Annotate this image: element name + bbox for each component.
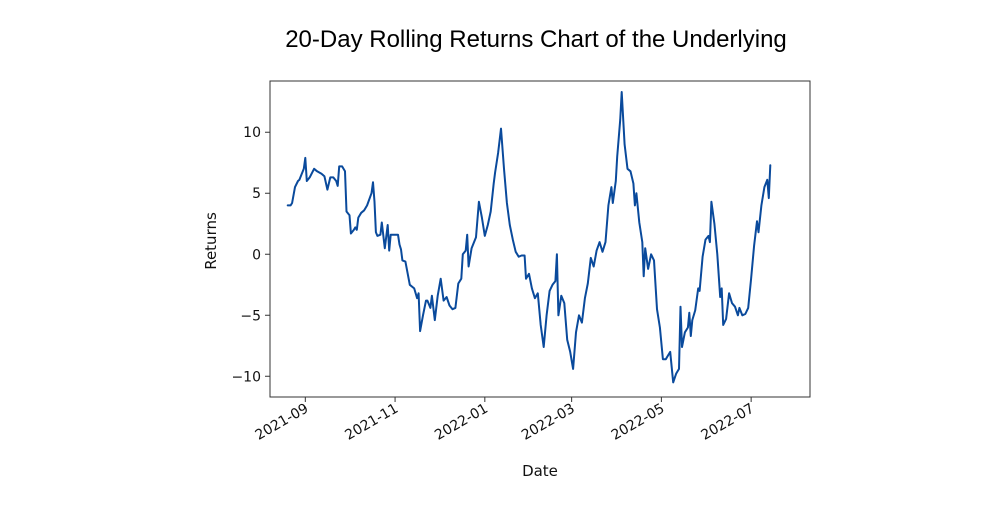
y-tick-label: 0 — [252, 247, 261, 263]
x-tick-label: 2021-09 — [253, 401, 312, 444]
x-tick-label: 2021-11 — [342, 401, 401, 444]
x-axis: 2021-09 2021-11 2022-01 2022-03 2022-05 2022-… — [253, 397, 757, 444]
y-tick-label: −5 — [240, 308, 261, 324]
y-axis: 10 5 0 −5 −10 — [231, 125, 270, 385]
x-axis-label: Date — [522, 462, 558, 480]
x-tick-label: 2022-05 — [609, 401, 668, 444]
y-tick-label: 10 — [243, 125, 261, 141]
chart-title: 20-Day Rolling Returns Chart of the Unde… — [285, 26, 787, 53]
y-tick-label: 5 — [252, 186, 261, 202]
x-tick-label: 2022-01 — [432, 401, 491, 444]
y-tick-label: −10 — [231, 369, 261, 385]
plot-frame — [269, 80, 811, 398]
x-tick-label: 2022-03 — [519, 401, 578, 444]
series-line — [286, 91, 772, 384]
y-axis-label: Returns — [202, 212, 220, 270]
x-tick-label: 2022-07 — [698, 401, 757, 444]
